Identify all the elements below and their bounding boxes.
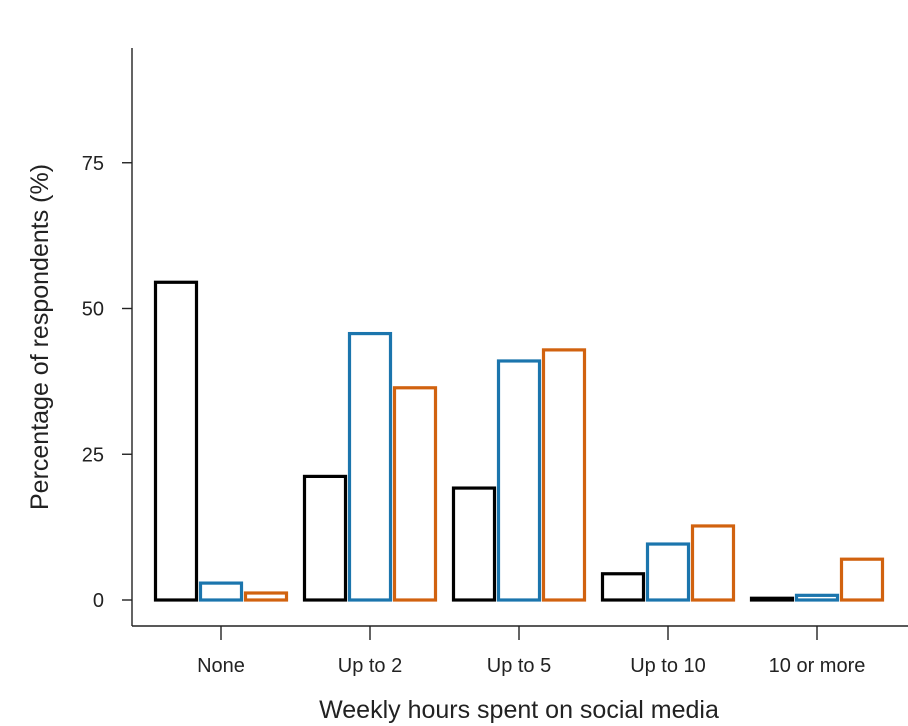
bars-layer bbox=[153, 280, 885, 602]
bar bbox=[794, 593, 840, 602]
y-tick-label: 50 bbox=[82, 299, 104, 321]
bar bbox=[198, 581, 244, 602]
y-tick-label: 25 bbox=[82, 444, 104, 466]
bar bbox=[839, 557, 885, 602]
x-tick-label: Up to 5 bbox=[487, 655, 551, 677]
y-tick-label: 75 bbox=[82, 153, 104, 175]
y-axis-title: Percentage of respondents (%) bbox=[26, 164, 54, 510]
x-tick-label: Up to 2 bbox=[338, 655, 402, 677]
y-tick-label: 0 bbox=[93, 590, 104, 612]
bar bbox=[496, 359, 542, 602]
bar bbox=[347, 331, 393, 602]
x-tick-label: Up to 10 bbox=[630, 655, 706, 677]
y-ticks: 0 25 50 75 bbox=[82, 153, 132, 612]
bar bbox=[451, 486, 497, 602]
bar bbox=[690, 524, 736, 602]
bar bbox=[153, 280, 199, 602]
x-tick-label: None bbox=[197, 655, 245, 677]
bar bbox=[541, 348, 587, 602]
bar bbox=[749, 596, 795, 602]
x-axis-title: Weekly hours spent on social media bbox=[319, 696, 719, 724]
bar bbox=[645, 542, 691, 602]
bar bbox=[600, 572, 646, 602]
bar bbox=[302, 474, 348, 602]
x-ticks: None Up to 2 Up to 5 Up to 10 10 or more bbox=[197, 626, 865, 677]
bar bbox=[243, 591, 289, 602]
x-tick-label: 10 or more bbox=[769, 655, 866, 677]
bar bbox=[392, 386, 438, 602]
